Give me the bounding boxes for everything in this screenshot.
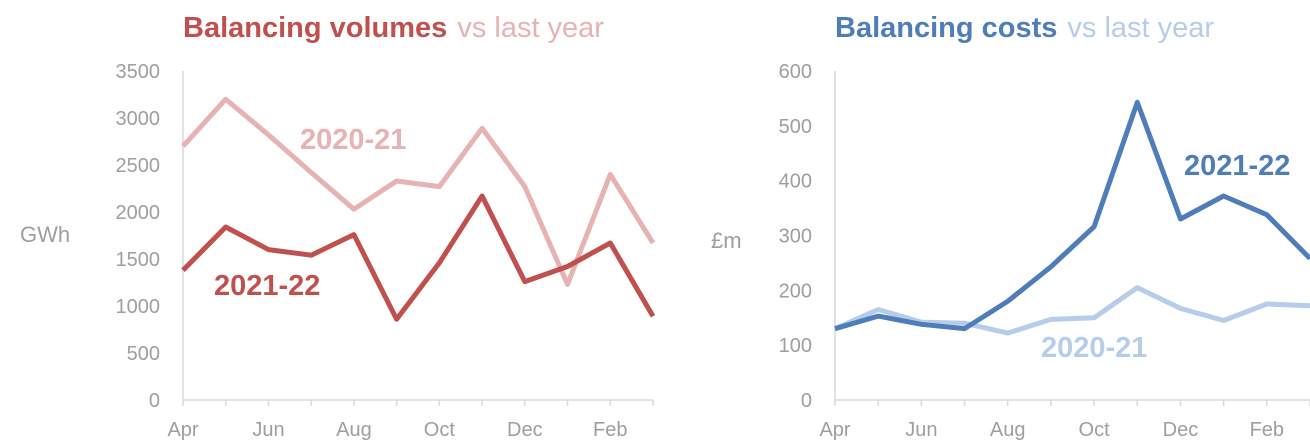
volumes-y-tick-label: 500 bbox=[127, 343, 160, 365]
volumes-x-tick-label: Oct bbox=[424, 419, 456, 441]
costs-chart: Balancing costs vs last year £m 0 100 200 300 4… bbox=[711, 12, 1310, 441]
volumes-y-tick-label: 2000 bbox=[116, 202, 161, 224]
volumes-series-2021-22-line bbox=[181, 193, 656, 322]
costs-series-2021-22-label: 2021-22 bbox=[1184, 150, 1290, 182]
volumes-y-axis-label: GWh bbox=[20, 222, 70, 247]
volumes-series-2020-21-label: 2020-21 bbox=[300, 124, 406, 156]
volumes-y-tick-label: 1000 bbox=[116, 296, 161, 318]
volumes-chart-title: Balancing volumes vs last year bbox=[183, 12, 604, 44]
costs-y-axis-label: £m bbox=[711, 228, 742, 253]
costs-y-tick-label: 100 bbox=[779, 335, 812, 357]
costs-x-tick-label: Jun bbox=[905, 419, 937, 441]
costs-x-tick-label: Dec bbox=[1163, 419, 1199, 441]
volumes-chart: Balancing volumes vs last year GWh 0 500 1000… bbox=[20, 12, 656, 441]
costs-x-tick-label: Apr bbox=[819, 419, 850, 441]
volumes-y-tick-label: 3500 bbox=[116, 61, 161, 83]
costs-y-tick-label: 200 bbox=[779, 280, 812, 302]
costs-series-2020-21-line bbox=[833, 285, 1310, 336]
costs-y-tick-label: 0 bbox=[801, 390, 812, 412]
costs-x-tick-label: Aug bbox=[990, 419, 1026, 441]
costs-y-tick-label: 600 bbox=[779, 61, 812, 83]
volumes-title-sub: vs last year bbox=[457, 12, 604, 44]
volumes-title-main: Balancing volumes bbox=[183, 12, 447, 44]
costs-chart-title: Balancing costs vs last year bbox=[835, 12, 1214, 44]
volumes-x-tick-label: Jun bbox=[252, 419, 284, 441]
costs-series-2021-22-line bbox=[834, 99, 1310, 332]
volumes-x-tick-label: Dec bbox=[507, 419, 543, 441]
volumes-y-tick-label: 3000 bbox=[116, 108, 161, 130]
costs-x-tick-label: Feb bbox=[1250, 419, 1284, 441]
volumes-x-tick-label: Aug bbox=[336, 419, 372, 441]
volumes-y-tick-label: 2500 bbox=[116, 155, 161, 177]
volumes-series-2020-21-line bbox=[181, 96, 656, 287]
costs-title-sub: vs last year bbox=[1067, 12, 1214, 44]
costs-y-tick-label: 300 bbox=[779, 226, 812, 248]
costs-y-tick-label: 400 bbox=[779, 171, 812, 193]
volumes-series-2021-22-label: 2021-22 bbox=[214, 270, 320, 302]
costs-series-2020-21-label: 2020-21 bbox=[1041, 332, 1147, 364]
volumes-x-tick-label: Apr bbox=[167, 419, 198, 441]
costs-x-tick-label: Oct bbox=[1079, 419, 1111, 441]
costs-title-main: Balancing costs bbox=[835, 12, 1057, 44]
costs-y-tick-label: 500 bbox=[779, 116, 812, 138]
volumes-x-tick-label: Feb bbox=[593, 419, 627, 441]
volumes-y-tick-label: 0 bbox=[149, 390, 160, 412]
volumes-y-tick-label: 1500 bbox=[116, 249, 161, 271]
